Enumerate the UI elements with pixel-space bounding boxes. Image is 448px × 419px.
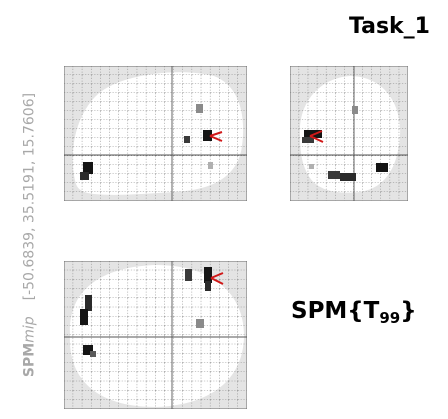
activation-blobs bbox=[80, 104, 213, 180]
coronal-mip-view[interactable] bbox=[290, 66, 408, 201]
sagittal-mip-view[interactable] bbox=[64, 66, 247, 201]
cursor-arrow-icon bbox=[209, 131, 223, 142]
cursor-coordinates: [-50.6839, 35.5191, 15.7606] bbox=[21, 92, 38, 301]
statistic-label: SPM{T99} bbox=[291, 298, 417, 327]
task-title: Task_1 bbox=[348, 14, 430, 39]
cursor-arrow-icon bbox=[309, 130, 324, 143]
spm-mip-label: SPMmip bbox=[21, 316, 38, 378]
axial-mip-view[interactable] bbox=[64, 261, 247, 409]
cursor-arrow-icon bbox=[210, 272, 224, 285]
activation-blobs bbox=[80, 267, 212, 357]
